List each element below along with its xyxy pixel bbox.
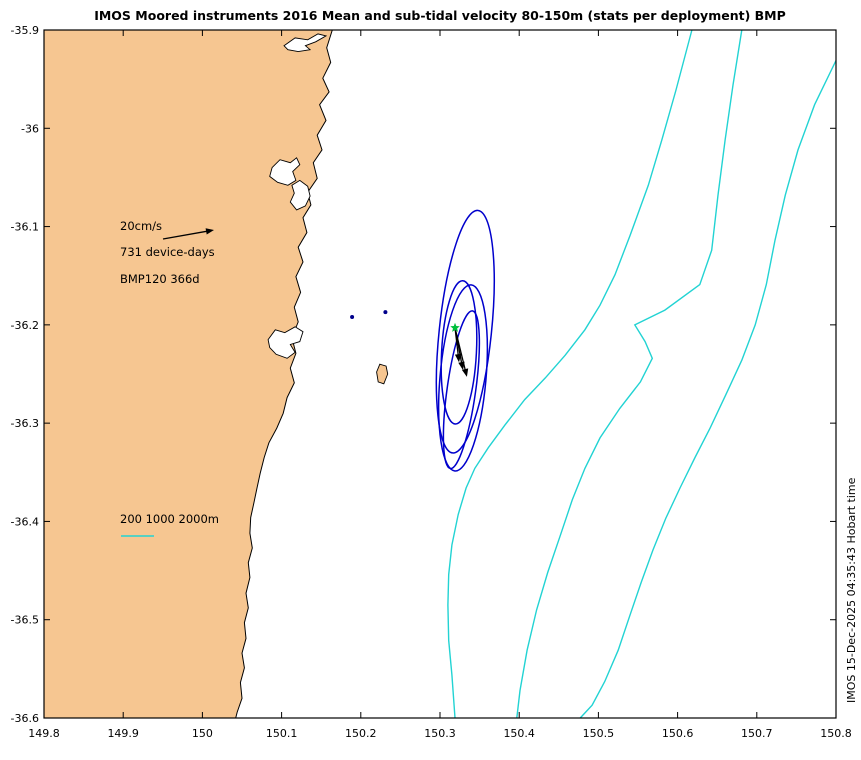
y-tick-label: -36.4 (11, 515, 39, 528)
isobath-2000m (579, 60, 837, 719)
coastline (235, 29, 333, 719)
axes-frame (43, 29, 837, 719)
y-tick-label: -36.2 (11, 319, 39, 332)
velocity-arrow-head (458, 361, 465, 371)
variance-ellipse (435, 209, 495, 454)
x-tick-label: 150.2 (345, 727, 377, 740)
velocity-arrow-head (454, 353, 462, 363)
velocity-arrow (454, 327, 460, 359)
y-tick-label: -36.5 (11, 614, 39, 627)
plot-title: IMOS Moored instruments 2016 Mean and su… (94, 8, 786, 23)
y-tick-label: -36 (21, 122, 39, 135)
x-tick-label: 150.3 (424, 727, 456, 740)
watermark-timestamp: IMOS 15-Dec-2025 04:35:43 Hobart time (845, 477, 858, 703)
variance-ellipse (440, 280, 478, 425)
lake-polygon (283, 33, 328, 53)
reference-arrow (162, 230, 211, 240)
y-tick-label: -36.1 (11, 221, 39, 234)
land-polygon (44, 30, 333, 718)
x-tick-label: 149.8 (28, 727, 60, 740)
x-tick-label: 150.8 (820, 727, 852, 740)
x-tick-label: 149.9 (107, 727, 139, 740)
x-tick-label: 150.5 (583, 727, 615, 740)
x-tick-label: 150.7 (741, 727, 773, 740)
y-tick-label: -36.6 (11, 712, 39, 725)
y-tick-label: -35.9 (11, 24, 39, 37)
island-polygon (376, 363, 389, 385)
isobath-200m (447, 29, 693, 719)
lake-polygon (269, 157, 301, 186)
reference-arrow-head (205, 228, 214, 235)
deployment-label: BMP120 366d (120, 272, 200, 286)
lake-polygon (267, 326, 304, 359)
x-tick-label: 150.1 (266, 727, 298, 740)
variance-ellipse (442, 310, 481, 470)
velocity-arrow-head (461, 368, 469, 377)
variance-ellipse (437, 284, 489, 472)
y-tick-label: -36.3 (11, 417, 39, 430)
x-tick-label: 150.6 (662, 727, 694, 740)
mooring-dot (350, 315, 355, 319)
x-tick-label: 150 (192, 727, 213, 740)
isobath-1000m (516, 29, 743, 719)
velocity-scale-label: 20cm/s (120, 219, 163, 233)
mooring-dot (383, 310, 388, 315)
isobath-legend-label: 200 1000 2000m (120, 512, 219, 526)
station-marker (450, 322, 460, 332)
lake-polygon (289, 179, 311, 211)
device-days-label: 731 device-days (120, 245, 215, 259)
x-tick-label: 150.4 (503, 727, 535, 740)
